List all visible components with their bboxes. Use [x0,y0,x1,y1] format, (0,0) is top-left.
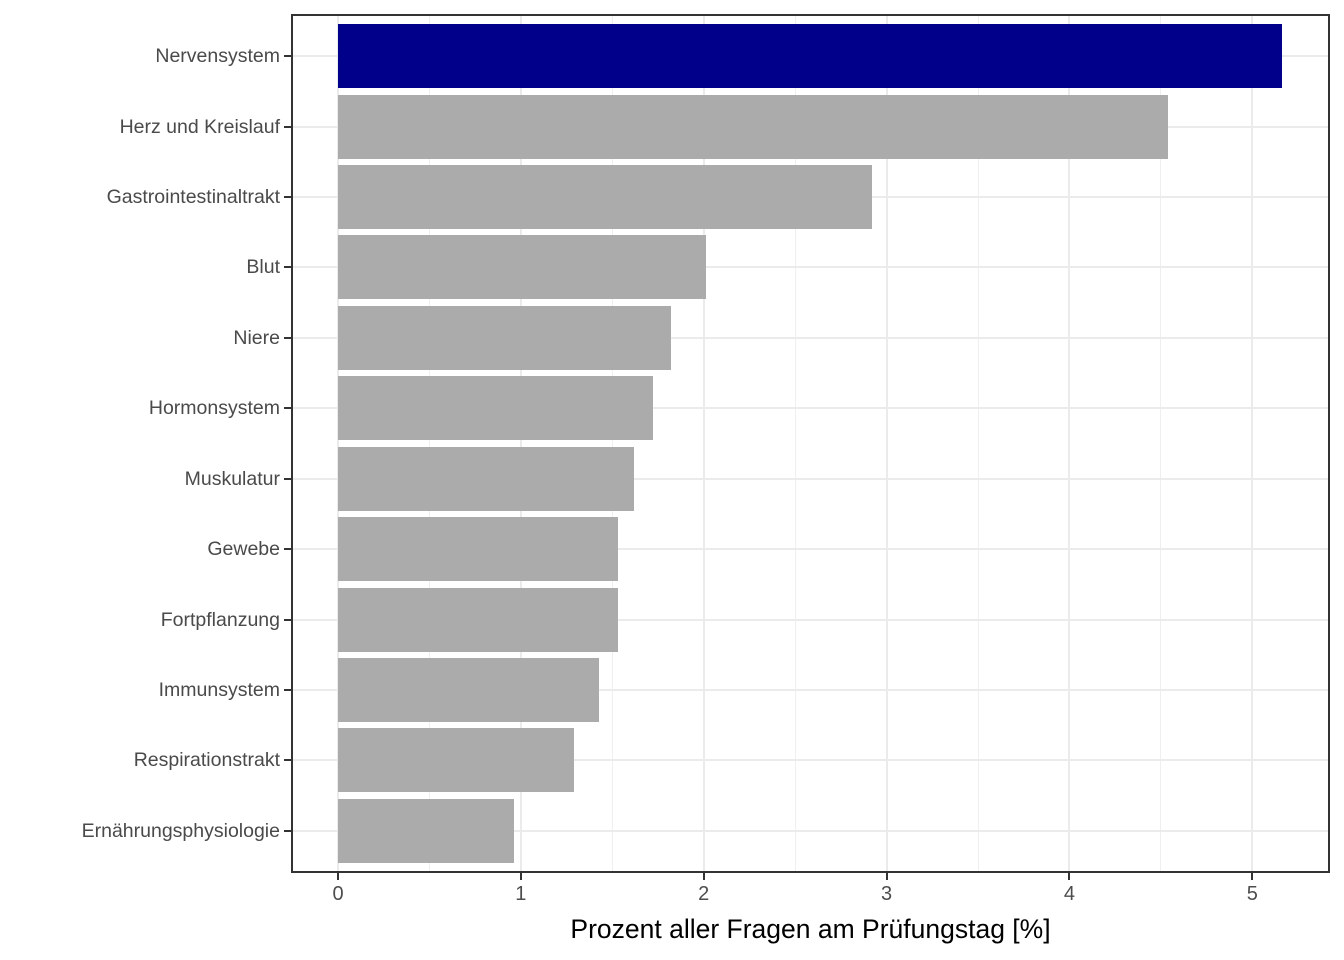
gridline-vertical-minor [611,14,613,873]
bar [338,376,653,441]
bar [338,94,1169,159]
y-tick-mark [284,829,291,832]
y-tick-mark [284,336,291,339]
bar [338,305,671,370]
category-label: Herz und Kreislauf [119,115,280,138]
gridline-vertical-minor [428,14,430,873]
bar [338,24,1282,89]
x-tick-label: 2 [698,883,710,905]
y-tick-mark [284,407,291,410]
x-tick-label: 1 [515,883,527,905]
category-label: Immunsystem [158,678,280,701]
x-tick-mark [519,873,522,880]
y-tick-mark [284,688,291,691]
x-tick-label: 5 [1246,883,1258,905]
bar [338,657,600,722]
bar [338,728,574,793]
gridline-vertical-major [337,14,339,873]
x-tick-mark [1251,873,1254,880]
gridline-vertical-minor [794,14,796,873]
y-tick-mark [284,548,291,551]
x-tick-mark [885,873,888,880]
bar [338,235,706,300]
y-tick-mark [284,196,291,199]
plot-panel [291,14,1330,873]
gridline-horizontal-major [291,829,1330,832]
category-label: Nervensystem [155,45,280,68]
gridline-vertical-major [1068,14,1071,873]
category-label: Ernährungsphysiologie [81,819,280,842]
category-label: Niere [233,326,280,349]
y-tick-mark [284,618,291,621]
category-label: Muskulatur [184,467,280,490]
gridline-horizontal-major [291,688,1330,691]
gridline-vertical-major [885,14,888,873]
gridline-vertical-major [519,14,522,873]
category-label: Hormonsystem [148,397,280,420]
y-tick-mark [284,759,291,762]
bar [338,165,872,230]
x-tick-mark [1068,873,1071,880]
x-axis-title: Prozent aller Fragen am Prüfungstag [%] [570,914,1051,944]
gridline-vertical-minor [1160,14,1162,873]
gridline-horizontal-major [291,548,1330,551]
category-label: Respirationstrakt [133,749,280,772]
gridline-horizontal-major [291,336,1330,339]
bar [338,587,618,652]
gridline-horizontal-major [291,618,1330,621]
category-label: Fortpflanzung [160,608,280,631]
bar [338,798,514,863]
x-tick-label: 0 [332,883,344,905]
gridline-horizontal-major [291,266,1330,269]
gridline-vertical-minor [977,14,979,873]
gridline-horizontal-major [291,477,1330,480]
category-label: Gewebe [207,538,280,561]
category-label: Gastrointestinaltrakt [106,186,280,209]
x-tick-label: 4 [1063,883,1075,905]
x-tick-mark [337,873,339,880]
x-tick-label: 3 [881,883,893,905]
bar [338,517,618,582]
gridline-vertical-major [702,14,705,873]
bar [338,446,635,511]
y-tick-mark [284,55,291,58]
gridline-horizontal-major [291,759,1330,762]
y-tick-mark [284,266,291,269]
gridline-vertical-major [1251,14,1254,873]
y-tick-mark [284,125,291,128]
x-tick-mark [702,873,705,880]
gridline-horizontal-major [291,407,1330,410]
category-label: Blut [246,256,280,279]
y-tick-mark [284,477,291,480]
